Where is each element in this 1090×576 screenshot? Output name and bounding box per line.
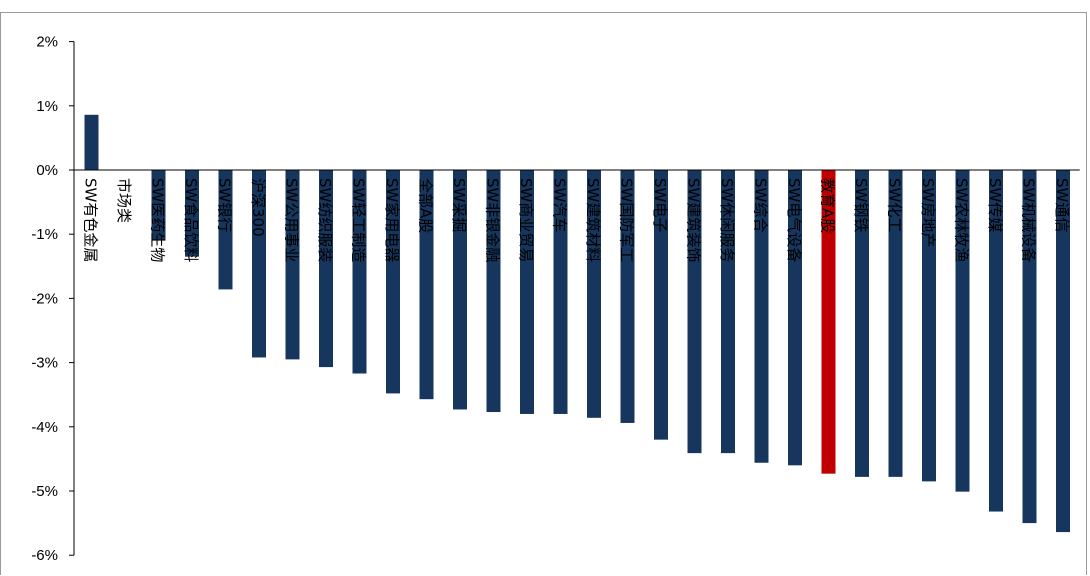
category-label: SW医药生物	[149, 178, 167, 262]
category-label: SW通信	[1053, 178, 1071, 232]
category-label: 全部A股	[417, 178, 435, 233]
bar	[386, 170, 400, 394]
bar	[620, 170, 635, 423]
category-label: SW汽车	[551, 178, 569, 232]
category-label: SW商业贸易	[517, 178, 535, 262]
y-tick-label: 1%	[36, 98, 58, 115]
bar	[419, 170, 434, 400]
category-label: 教育A股	[819, 178, 837, 233]
category-label: SW国防军工	[618, 178, 636, 262]
category-label: SW家用电器	[383, 178, 401, 262]
category-label: SW传媒	[986, 178, 1004, 232]
category-label: SW电子	[651, 178, 669, 232]
category-label: SW房地产	[919, 178, 937, 247]
y-tick-label: 0%	[36, 162, 58, 179]
bar	[453, 170, 467, 410]
category-label: SW非银金融	[484, 178, 502, 262]
y-tick-label: -4%	[31, 419, 58, 436]
bar	[855, 170, 869, 477]
category-label: SW综合	[752, 178, 770, 232]
bar	[520, 170, 534, 414]
bar	[721, 170, 735, 454]
category-label: SW采掘	[450, 178, 468, 232]
bar	[687, 170, 702, 454]
bar	[1056, 170, 1070, 533]
bar	[788, 170, 802, 466]
bar	[252, 170, 266, 358]
bar	[754, 170, 769, 463]
bar	[955, 170, 970, 492]
bar	[821, 170, 836, 474]
category-label: 沪深300	[249, 178, 267, 237]
category-label: 市场类	[115, 178, 133, 223]
y-tick-label: -5%	[31, 483, 58, 500]
bar	[486, 170, 501, 413]
y-tick-label: -2%	[31, 290, 58, 307]
chart-frame	[0, 12, 1087, 575]
category-label: SW农林牧渔	[953, 178, 971, 262]
category-label: SW机械设备	[1020, 178, 1038, 262]
y-tick-label: 2%	[36, 34, 58, 51]
bar	[285, 170, 300, 360]
bar	[352, 170, 367, 374]
y-tick-label: -1%	[31, 226, 58, 243]
y-tick-label: -3%	[31, 355, 58, 372]
bar	[84, 114, 99, 170]
category-label: SW有色金属	[82, 178, 100, 262]
y-tick-label: -6%	[31, 547, 58, 564]
category-label: SW钢铁	[852, 178, 870, 232]
category-label: SW轻工制造	[350, 178, 368, 262]
bar	[218, 170, 233, 290]
bar	[185, 170, 199, 257]
bar	[151, 170, 166, 241]
bar	[553, 170, 568, 414]
category-label: SW纺织服装	[316, 178, 334, 262]
category-label: SW食品饮料	[182, 178, 200, 262]
category-label: SW建筑材料	[584, 178, 602, 262]
category-label: SW建筑装饰	[685, 178, 703, 262]
category-label: SW公用事业	[283, 178, 301, 262]
bar	[319, 170, 333, 368]
bar	[1022, 170, 1037, 524]
bar	[888, 170, 903, 477]
category-label: SW化工	[886, 178, 904, 232]
bar	[989, 170, 1003, 512]
bar	[654, 170, 668, 440]
category-label: SW电气设备	[785, 178, 803, 262]
category-label: SW银行	[216, 178, 234, 232]
bar	[587, 170, 601, 418]
category-label: SW休闲服务	[718, 178, 736, 262]
bar	[922, 170, 936, 482]
